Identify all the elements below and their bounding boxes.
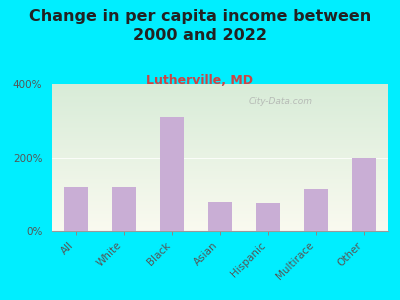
- Bar: [352, 158, 376, 231]
- Text: City-Data.com: City-Data.com: [248, 97, 312, 106]
- Text: Lutherville, MD: Lutherville, MD: [146, 74, 254, 86]
- Bar: [112, 187, 136, 231]
- Bar: [304, 189, 328, 231]
- Bar: [64, 187, 88, 231]
- Text: Change in per capita income between
2000 and 2022: Change in per capita income between 2000…: [29, 9, 371, 43]
- Bar: [160, 117, 184, 231]
- Bar: [256, 203, 280, 231]
- Bar: [208, 202, 232, 231]
